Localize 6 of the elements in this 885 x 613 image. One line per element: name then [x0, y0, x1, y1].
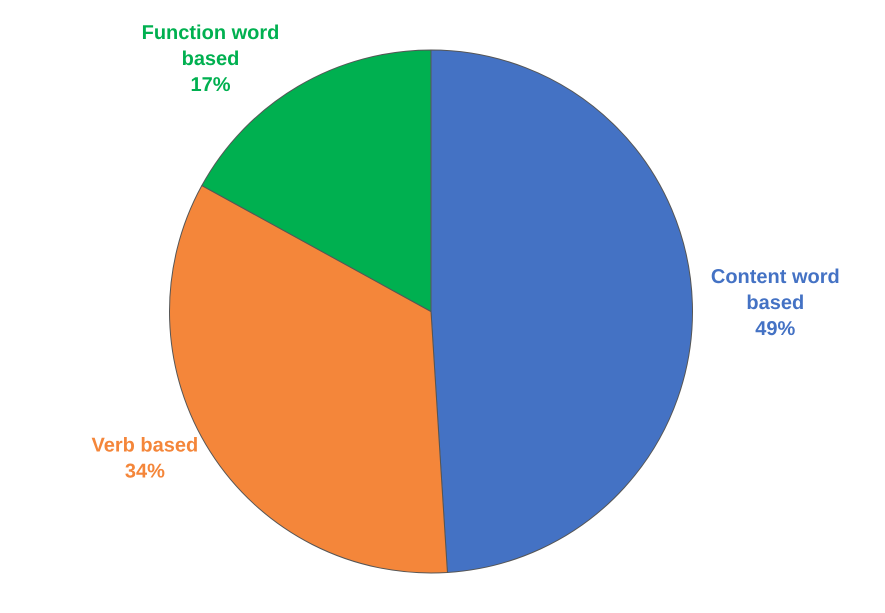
slice-label: Content word based [710, 266, 840, 314]
slice-label: Function word based [142, 22, 280, 70]
data-label: 17% [190, 74, 231, 96]
slice-label: Verb based [91, 434, 198, 457]
data-label: 49% [755, 318, 796, 340]
data-label: 34% [124, 460, 166, 483]
